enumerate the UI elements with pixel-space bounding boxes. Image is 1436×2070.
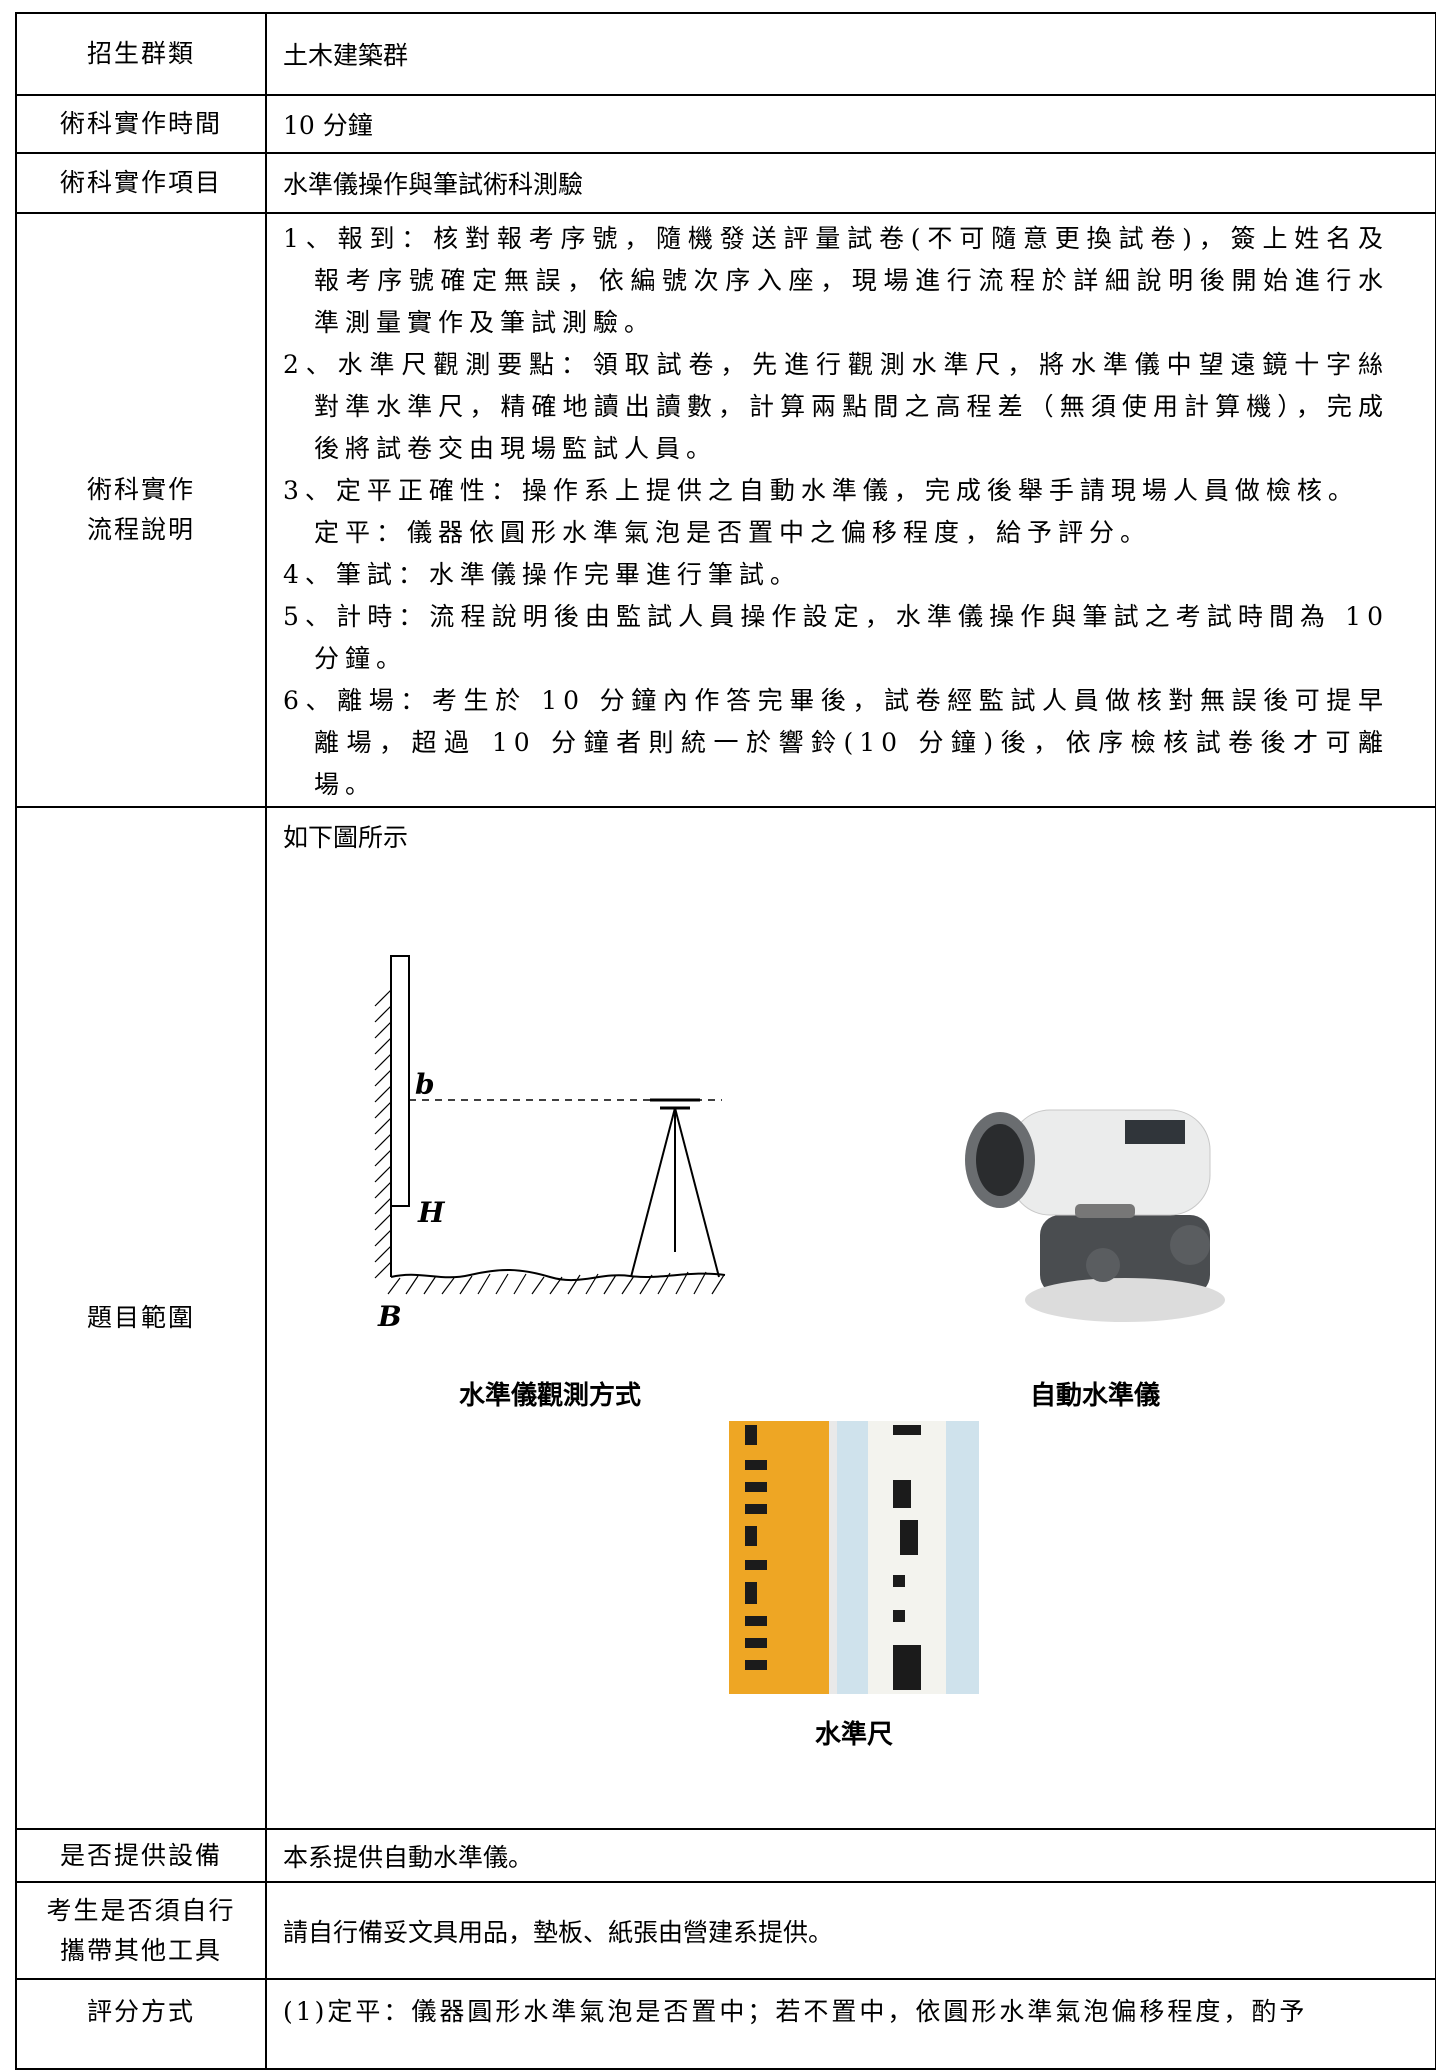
process-item: 6、離場：考生於 10 分鐘內作答完畢後，試卷經監試人員做核對無誤後可提早離場，… xyxy=(283,686,1389,799)
row-content: 土木建築群 xyxy=(265,12,1436,96)
row: 是否提供設備 本系提供自動水準儀。 xyxy=(15,1828,1436,1883)
figure-caption: 自動水準儀 xyxy=(1029,1381,1161,1411)
process-item: 2、水準尺觀測要點：領取試卷，先進行觀測水準尺，將水準儀中望遠鏡十字絲對準水準尺… xyxy=(283,350,1389,463)
process-item: 3、定平正確性：操作系上提供之自動水準儀，完成後舉手請現場人員做檢核。 定平：儀… xyxy=(283,476,1359,547)
row-label: 是否提供設備 xyxy=(15,1828,267,1883)
row: 術科實作 流程說明 1、報到：核對報考序號，隨機發送評量試卷(不可隨意更換試卷)，… xyxy=(15,212,1436,808)
row: 術科實作項目 水準儀操作與筆試術科測驗 xyxy=(15,152,1436,214)
page: 招生群類 土木建築群 術科實作時間 10 分鐘 術科實作項目 水準儀操作與筆試術科測驗… xyxy=(15,12,1436,2070)
row: 題目範圍 如下圖所示 xyxy=(15,806,1436,1830)
row-content: 水準儀操作與筆試術科測驗 xyxy=(265,152,1436,214)
process-item: 5、計時：流程說明後由監試人員操作設定，水準儀操作與筆試之考試時間為 10 分鐘… xyxy=(283,602,1389,673)
row-content: 本系提供自動水準儀。 xyxy=(265,1828,1436,1883)
row-label: 考生是否須自行 攜帶其他工具 xyxy=(15,1881,267,1980)
row-label: 招生群類 xyxy=(15,12,267,96)
row: 術科實作時間 10 分鐘 xyxy=(15,94,1436,154)
process-item: 1、報到：核對報考序號，隨機發送評量試卷(不可隨意更換試卷)，簽上姓名及報考序號… xyxy=(283,224,1389,337)
row: 評分方式 (1)定平：儀器圓形水準氣泡是否置中；若不置中，依圓形水準氣泡偏移程度，… xyxy=(15,1978,1436,2070)
row-label: 術科實作時間 xyxy=(15,94,267,154)
process-item: 4、筆試：水準儀操作完畢進行筆試。 xyxy=(283,560,801,589)
row-content: 如下圖所示 xyxy=(265,806,1436,1830)
row-label: 題目範圍 xyxy=(15,806,267,1830)
row-content: (1)定平：儀器圓形水準氣泡是否置中；若不置中，依圓形水準氣泡偏移程度，酌予 xyxy=(265,1978,1436,2070)
row-label: 術科實作 流程說明 xyxy=(15,212,267,808)
row: 考生是否須自行 攜帶其他工具 請自行備妥文具用品，墊板、紙張由營建系提供。 xyxy=(15,1881,1436,1980)
row-content: 請自行備妥文具用品，墊板、紙張由營建系提供。 xyxy=(265,1881,1436,1980)
row-content: 1、報到：核對報考序號，隨機發送評量試卷(不可隨意更換試卷)，簽上姓名及報考序號… xyxy=(265,212,1436,808)
row-label: 評分方式 xyxy=(15,1978,267,2070)
figure-caption: 水準儀觀測方式 xyxy=(458,1381,642,1411)
figure-intro: 如下圖所示 xyxy=(283,823,409,852)
process-list: 1、報到：核對報考序號，隨機發送評量試卷(不可隨意更換試卷)，簽上姓名及報考序號… xyxy=(283,214,1419,806)
row-content: 10 分鐘 xyxy=(265,94,1436,154)
figure-caption: 水準尺 xyxy=(814,1720,894,1750)
info-table: 招生群類 土木建築群 術科實作時間 10 分鐘 術科實作項目 水準儀操作與筆試術科測驗… xyxy=(15,12,1436,2070)
row-label: 術科實作項目 xyxy=(15,152,267,214)
row: 招生群類 土木建築群 xyxy=(15,12,1436,96)
